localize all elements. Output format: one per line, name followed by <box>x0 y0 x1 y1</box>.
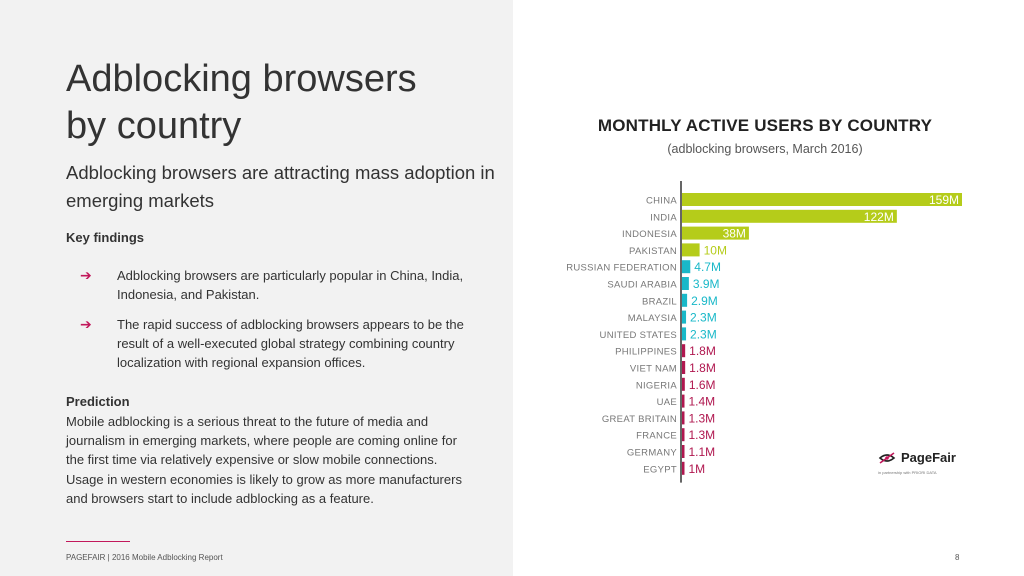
category-label: SAUDI ARABIA <box>607 280 677 291</box>
category-label: FRANCE <box>636 431 677 442</box>
value-label: 1.8M <box>689 361 716 375</box>
bar <box>682 294 687 307</box>
bar <box>682 344 685 357</box>
category-label: INDONESIA <box>622 229 677 240</box>
bar <box>682 428 685 441</box>
pagefair-logo: PageFair in partnership with PRIORI DATA <box>877 450 967 480</box>
value-label: 4.7M <box>694 260 721 274</box>
bar <box>682 193 962 206</box>
bar <box>682 277 689 290</box>
category-label: UNITED STATES <box>600 330 677 341</box>
value-label: 1M <box>689 462 706 476</box>
bar <box>682 378 685 391</box>
bar <box>682 243 700 256</box>
category-label: CHINA <box>646 196 677 207</box>
bar <box>682 395 685 408</box>
bar <box>682 260 690 273</box>
category-label: BRAZIL <box>642 296 677 307</box>
value-label: 2.9M <box>691 294 718 308</box>
bar <box>682 411 685 424</box>
category-label: UAE <box>657 397 677 408</box>
value-label: 1.3M <box>689 428 716 442</box>
category-label: PHILIPPINES <box>615 347 677 358</box>
value-label: 159M <box>929 193 959 207</box>
category-label: INDIA <box>650 212 677 223</box>
value-label: 10M <box>704 243 727 257</box>
bar <box>682 327 686 340</box>
category-label: RUSSIAN FEDERATION <box>566 263 677 274</box>
value-label: 1.8M <box>689 344 716 358</box>
category-label: PAKISTAN <box>629 246 677 257</box>
value-label: 2.3M <box>690 311 717 325</box>
category-label: MALAYSIA <box>628 313 678 324</box>
value-label: 1.3M <box>689 411 716 425</box>
category-label: NIGERIA <box>636 380 678 391</box>
value-label: 1.1M <box>689 445 716 459</box>
bar <box>682 311 686 324</box>
value-label: 2.3M <box>690 327 717 341</box>
value-label: 122M <box>864 210 894 224</box>
logo-tagline: in partnership with PRIORI DATA <box>878 470 937 475</box>
bar <box>682 462 685 475</box>
bar <box>682 445 685 458</box>
category-label: VIET NAM <box>630 364 677 375</box>
category-label: EGYPT <box>643 464 677 475</box>
value-label: 1.4M <box>689 395 716 409</box>
category-label: GERMANY <box>627 448 677 459</box>
value-label: 1.6M <box>689 378 716 392</box>
category-label: GREAT BRITAIN <box>602 414 677 425</box>
value-label: 3.9M <box>693 277 720 291</box>
bar <box>682 361 685 374</box>
pagefair-logo-icon <box>880 453 894 463</box>
logo-name: PageFair <box>901 450 956 465</box>
value-label: 38M <box>723 227 746 241</box>
